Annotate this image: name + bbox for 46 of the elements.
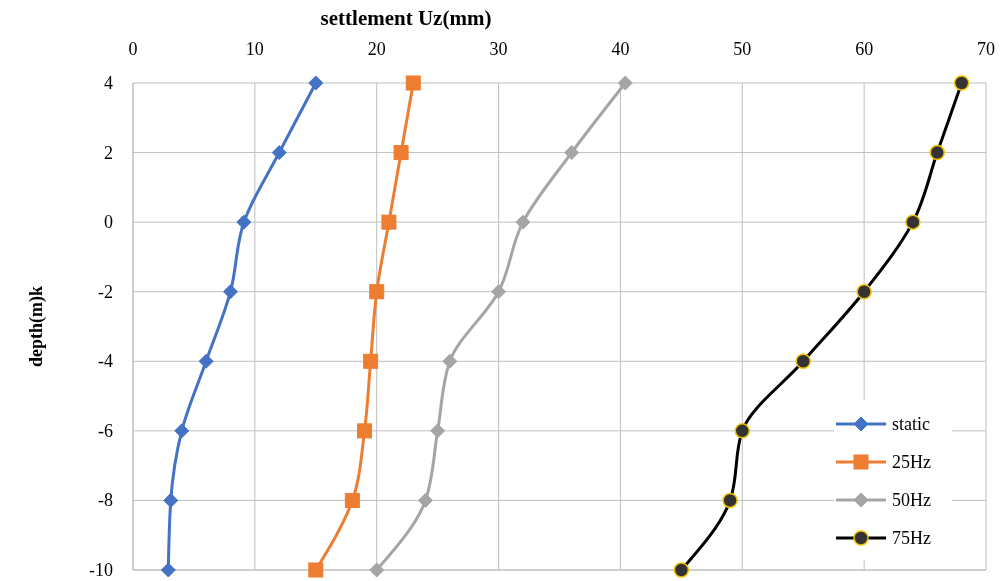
point bbox=[174, 423, 190, 439]
x-tick-label: 40 bbox=[611, 39, 630, 59]
point bbox=[617, 75, 633, 91]
point bbox=[308, 75, 324, 91]
y-tick-label: 0 bbox=[104, 212, 113, 233]
legend-label: 75Hz bbox=[892, 528, 931, 548]
point bbox=[222, 284, 238, 300]
point bbox=[369, 562, 385, 578]
point bbox=[357, 423, 373, 439]
x-tick-label: 50 bbox=[733, 39, 752, 59]
point bbox=[236, 214, 252, 230]
y-tick-label: 4 bbox=[104, 73, 113, 93]
y-tick-label: -8 bbox=[98, 490, 113, 511]
point bbox=[515, 214, 531, 230]
point bbox=[393, 145, 409, 161]
x-tick-label: 30 bbox=[489, 39, 508, 59]
y-tick-label: -10 bbox=[89, 560, 113, 580]
point bbox=[405, 75, 421, 91]
y-tick-label: -4 bbox=[98, 351, 113, 372]
x-tick-label: 20 bbox=[367, 39, 386, 59]
point bbox=[198, 353, 214, 369]
point bbox=[564, 145, 580, 161]
point bbox=[344, 492, 360, 508]
point bbox=[381, 214, 397, 230]
y-tick-label: 2 bbox=[104, 142, 113, 163]
x-tick-label: 10 bbox=[245, 39, 264, 59]
y-tick-label: -2 bbox=[98, 281, 113, 302]
point bbox=[417, 492, 433, 508]
x-tick-label: 60 bbox=[855, 39, 874, 59]
point bbox=[491, 284, 507, 300]
point bbox=[363, 353, 379, 369]
point bbox=[442, 353, 458, 369]
legend-label: static bbox=[892, 414, 930, 434]
x-axis-title: settlement Uz(mm) bbox=[320, 6, 492, 30]
point bbox=[369, 284, 385, 300]
legend-label: 50Hz bbox=[892, 490, 931, 510]
point bbox=[271, 145, 287, 161]
legend-label: 25Hz bbox=[892, 452, 931, 472]
y-axis-title: depth(m)k bbox=[26, 285, 47, 368]
x-tick-label: 70 bbox=[977, 39, 995, 59]
point bbox=[430, 423, 446, 439]
point bbox=[308, 562, 324, 578]
y-tick-label: -6 bbox=[98, 420, 113, 441]
point bbox=[160, 562, 176, 578]
x-tick-label: 0 bbox=[128, 39, 138, 59]
point bbox=[163, 492, 179, 508]
